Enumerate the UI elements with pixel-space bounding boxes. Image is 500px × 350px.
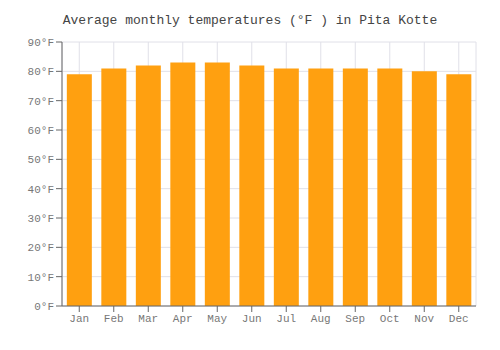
svg-text:Mar: Mar bbox=[138, 313, 158, 325]
svg-text:80°F: 80°F bbox=[28, 66, 54, 78]
svg-text:Jul: Jul bbox=[276, 313, 296, 325]
svg-text:20°F: 20°F bbox=[28, 242, 54, 254]
html-text:Average monthly temperatures (: Average monthly temperatures (°F ) in Pi… bbox=[62, 13, 438, 28]
svg-text:Sep: Sep bbox=[345, 313, 365, 325]
svg-text:Nov: Nov bbox=[414, 313, 434, 325]
svg-text:40°F: 40°F bbox=[28, 184, 54, 196]
svg-text:Aug: Aug bbox=[311, 313, 331, 325]
svg-text:Jan: Jan bbox=[69, 313, 89, 325]
svg-text:Jun: Jun bbox=[242, 313, 262, 325]
svg-text:50°F: 50°F bbox=[28, 154, 54, 166]
svg-text:90°F: 90°F bbox=[28, 37, 54, 49]
svg-text:60°F: 60°F bbox=[28, 125, 54, 137]
svg-text:May: May bbox=[207, 313, 227, 325]
svg-text:Apr: Apr bbox=[173, 313, 193, 325]
svg-text:70°F: 70°F bbox=[28, 96, 54, 108]
svg-text:Dec: Dec bbox=[449, 313, 469, 325]
svg-text:0°F: 0°F bbox=[34, 301, 54, 313]
svg-text:30°F: 30°F bbox=[28, 213, 54, 225]
svg-text:Feb: Feb bbox=[104, 313, 124, 325]
svg-text:10°F: 10°F bbox=[28, 272, 54, 284]
svg-text:Oct: Oct bbox=[380, 313, 400, 325]
